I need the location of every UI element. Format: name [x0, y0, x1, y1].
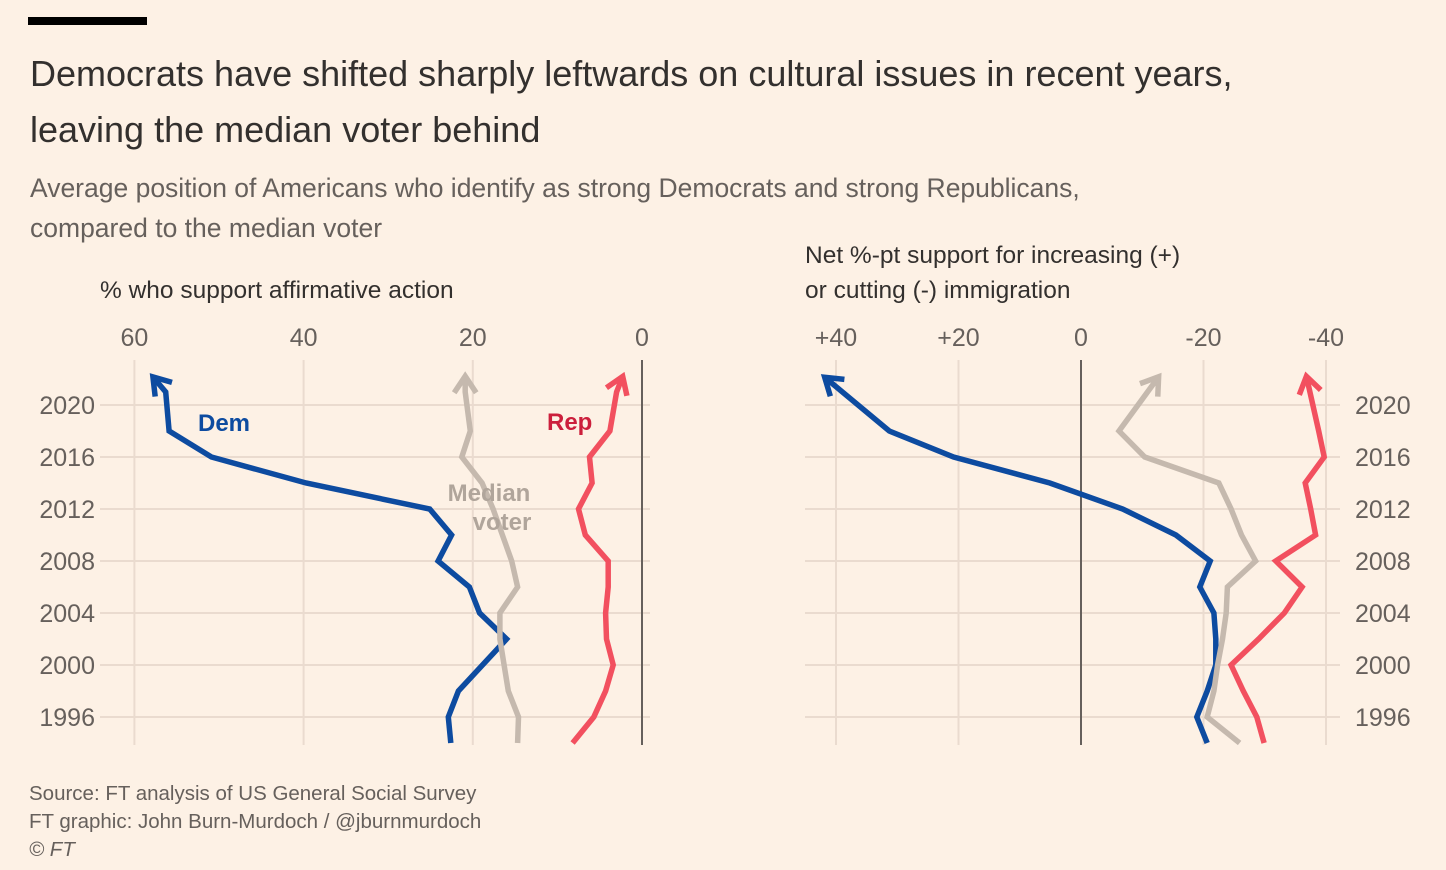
- dem-series-label: Dem: [198, 410, 250, 437]
- left-y-tick-label: 2000: [39, 652, 95, 680]
- chart-footer: Source: FT analysis of US General Social…: [29, 780, 481, 864]
- chart-title: Democrats have shifted sharply leftwards…: [30, 46, 1430, 158]
- left-rep-series-line: [570, 371, 630, 745]
- right-chart-title-line-1: Net %-pt support for increasing (+): [805, 242, 1180, 269]
- title-line-1: Democrats have shifted sharply leftwards…: [30, 53, 1233, 94]
- right-y-tick-label: 2016: [1355, 444, 1411, 472]
- left-dem-series-line: [149, 373, 511, 744]
- title-line-2: leaving the median voter behind: [30, 109, 541, 150]
- subtitle-line-1: Average position of Americans who identi…: [30, 173, 1080, 203]
- right-x-tick-label: -40: [1308, 324, 1344, 352]
- chart-subtitle: Average position of Americans who identi…: [30, 168, 1330, 248]
- left-median-series-line: [451, 371, 522, 744]
- right-dem-series-line: [820, 374, 1219, 745]
- source-note: Source: FT analysis of US General Social…: [29, 782, 477, 805]
- right-y-tick-label: 2004: [1355, 600, 1411, 628]
- ft-header-rule: [28, 17, 147, 25]
- right-x-tick-label: +40: [815, 324, 857, 352]
- left-y-tick-label: 2016: [39, 444, 95, 472]
- left-y-tick-label: 2008: [39, 548, 95, 576]
- median-series-label-line-2: voter: [473, 509, 532, 536]
- left-chart-title: % who support affirmative action: [100, 277, 454, 304]
- right-y-tick-label: 2020: [1355, 392, 1411, 420]
- right-y-tick-label: 2012: [1355, 496, 1411, 524]
- left-y-tick-label: 2004: [39, 600, 95, 628]
- left-x-tick-label: 60: [120, 324, 148, 352]
- rep-series-label: Rep: [547, 409, 592, 436]
- subtitle-line-2: compared to the median voter: [30, 213, 383, 243]
- left-x-tick-label: 0: [635, 324, 649, 352]
- left-y-tick-label: 2020: [39, 392, 95, 420]
- median-series-label-line-1: Median: [448, 480, 531, 507]
- right-chart-title-line-2: or cutting (-) immigration: [805, 277, 1070, 304]
- right-median-series-line: [1115, 372, 1260, 746]
- copyright: © FT: [29, 838, 75, 861]
- right-y-tick-label: 2000: [1355, 652, 1411, 680]
- left-x-tick-label: 20: [459, 324, 487, 352]
- graphic-credit: FT graphic: John Burn-Murdoch / @jburnmu…: [29, 810, 482, 833]
- left-x-tick-label: 40: [290, 324, 318, 352]
- right-x-tick-label: -20: [1185, 324, 1221, 352]
- right-y-tick-label: 2008: [1355, 548, 1411, 576]
- right-y-tick-label: 1996: [1355, 704, 1411, 732]
- right-x-tick-label: +20: [937, 324, 979, 352]
- left-y-tick-label: 1996: [39, 704, 95, 732]
- right-x-tick-label: 0: [1074, 324, 1088, 352]
- right-rep-series-line: [1227, 371, 1328, 744]
- left-y-tick-label: 2012: [39, 496, 95, 524]
